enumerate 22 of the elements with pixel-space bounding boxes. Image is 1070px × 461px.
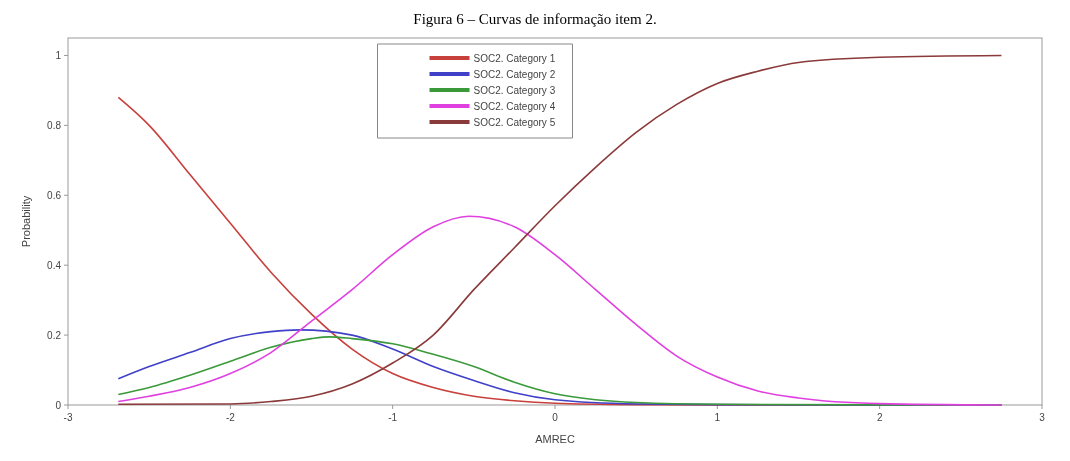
y-tick-label: 0.6 [47,190,62,202]
x-tick-label: 2 [876,412,883,423]
x-tick-label: -1 [388,412,398,423]
y-tick-label: 1 [55,50,62,62]
legend-label: SOC2. Category 2 [473,68,556,80]
legend-label: SOC2. Category 4 [473,100,556,112]
y-tick-label: 0.2 [47,330,62,342]
x-tick-label: 3 [1039,412,1046,423]
legend-label: SOC2. Category 3 [473,84,556,96]
x-tick-label: -3 [63,412,73,423]
x-axis-title: AMREC [535,433,575,445]
legend-label: SOC2. Category 5 [473,116,556,128]
y-tick-label: 0.8 [47,120,62,132]
x-tick-label: 1 [714,412,721,423]
x-tick-label: 0 [552,412,559,423]
x-tick-label: -2 [225,412,236,423]
y-tick-label: 0.4 [47,260,62,272]
legend-label: SOC2. Category 1 [473,52,556,64]
y-tick-label: 0 [55,400,62,411]
line-series [117,215,1003,406]
y-axis-title: Probability [20,195,32,248]
chart-title: Figura 6 – Curvas de informação item 2. [413,11,657,27]
